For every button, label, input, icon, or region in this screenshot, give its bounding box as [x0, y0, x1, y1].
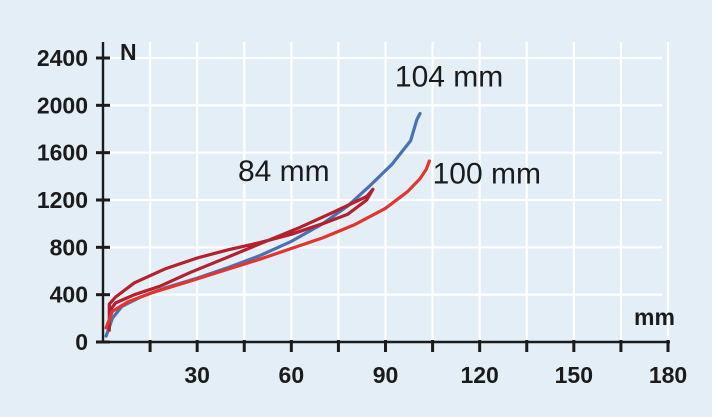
series-line [104, 159, 431, 330]
y-tick-label: 800 [50, 234, 88, 260]
series-line [104, 112, 422, 338]
x-tick-label: 90 [373, 362, 399, 388]
annotations: 104 mm 84 mm 100 mm [238, 60, 541, 190]
y-axis-label: N [120, 39, 137, 65]
series-line [107, 187, 375, 332]
series-group [104, 112, 431, 338]
grid [103, 42, 670, 342]
x-tick-label: 150 [555, 362, 593, 388]
curve-annotation: 104 mm [395, 60, 503, 93]
x-tick-label: 120 [460, 362, 498, 388]
y-tick-label: 0 [75, 329, 88, 355]
curve-annotation: 100 mm [433, 157, 541, 190]
x-tick-label: 180 [649, 362, 687, 388]
x-axis-label: mm [634, 304, 675, 330]
y-tick-label: 1200 [37, 187, 88, 213]
x-tick-label: 60 [279, 362, 305, 388]
y-tick-label: 2400 [37, 45, 88, 71]
y-tick-label: 1600 [37, 140, 88, 166]
x-tick-label: 30 [184, 362, 210, 388]
curve-annotation: 84 mm [238, 155, 330, 188]
y-tick-label: 400 [50, 282, 88, 308]
y-tick-label: 2000 [37, 92, 88, 118]
labels: N mm 0 400 800 1200 1600 2000 2400 30 60 90 120 150… [37, 39, 687, 388]
ticks [96, 56, 670, 352]
